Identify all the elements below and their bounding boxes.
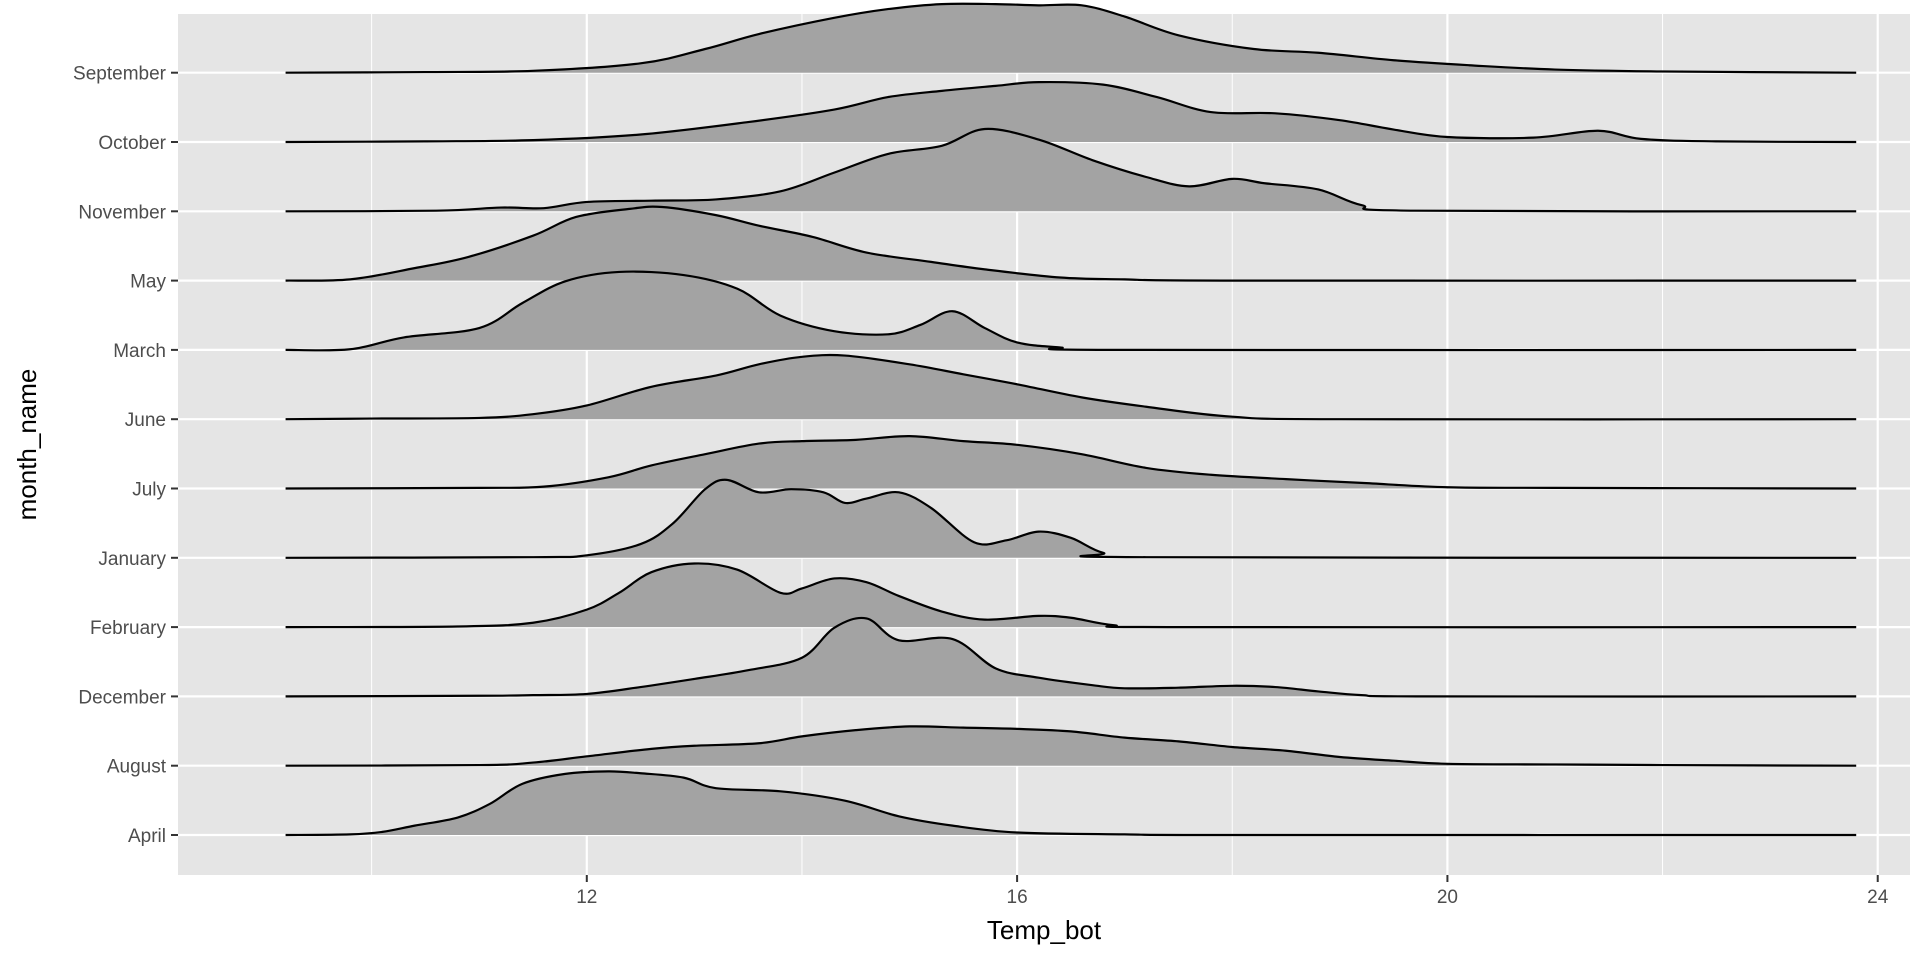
- ridge-march: [285, 270, 1857, 352]
- x-tick-label: 20: [1437, 887, 1458, 908]
- y-tick-label: December: [78, 687, 166, 708]
- ridge-fill: [285, 271, 1857, 351]
- x-tick-label: 12: [576, 887, 597, 908]
- y-tick-label: November: [78, 202, 166, 223]
- ridge-fill: [285, 771, 1857, 836]
- ridge-november: [285, 127, 1857, 213]
- y-tick-label: February: [90, 618, 167, 639]
- ridge-line: [285, 270, 1857, 352]
- ridge-fill: [285, 479, 1857, 558]
- ridge-fill: [285, 206, 1857, 281]
- ridge-line: [285, 435, 1857, 490]
- ridge-july: [285, 435, 1857, 490]
- ridge-may: [285, 205, 1857, 282]
- y-axis-title: month_name: [12, 369, 42, 521]
- x-axis-title: Temp_bot: [987, 915, 1102, 945]
- ridge-september: [285, 2, 1857, 74]
- x-axis: 12 16 20 24: [576, 875, 1889, 908]
- ridge-fill: [285, 355, 1857, 420]
- ridge-january: [285, 478, 1857, 559]
- ridge-line: [285, 80, 1857, 144]
- ridge-line: [285, 725, 1857, 767]
- ridge-fill: [285, 3, 1857, 73]
- y-tick-label: April: [128, 826, 166, 847]
- ridge-fill: [285, 436, 1857, 489]
- y-axis: April August December February January July Ju…: [73, 64, 178, 847]
- ridge-line: [285, 770, 1857, 837]
- y-tick-label: January: [98, 549, 166, 570]
- ridges: [285, 2, 1857, 837]
- ridge-line: [285, 127, 1857, 213]
- y-tick-label: June: [125, 410, 166, 431]
- ridge-fill: [285, 82, 1857, 142]
- ridge-line: [285, 353, 1857, 421]
- y-tick-label: May: [130, 272, 166, 293]
- ridge-line: [285, 616, 1857, 698]
- ridge-february: [285, 562, 1857, 629]
- ridge-april: [285, 770, 1857, 837]
- ridge-fill: [285, 563, 1857, 628]
- y-tick-label: September: [73, 64, 167, 85]
- ridge-december: [285, 616, 1857, 698]
- y-tick-label: July: [132, 480, 166, 501]
- ridge-line: [285, 478, 1857, 559]
- y-tick-label: October: [98, 133, 166, 154]
- ridge-fill: [285, 128, 1857, 212]
- x-tick-label: 24: [1867, 887, 1889, 908]
- ridge-line: [285, 205, 1857, 282]
- ridge-line: [285, 562, 1857, 629]
- ridge-line: [285, 2, 1857, 74]
- ridge-october: [285, 80, 1857, 144]
- ridge-august: [285, 725, 1857, 767]
- y-tick-label: August: [107, 757, 167, 778]
- ridge-june: [285, 353, 1857, 421]
- x-tick-label: 16: [1007, 887, 1028, 908]
- y-tick-label: March: [113, 341, 166, 362]
- ridge-fill: [285, 726, 1857, 766]
